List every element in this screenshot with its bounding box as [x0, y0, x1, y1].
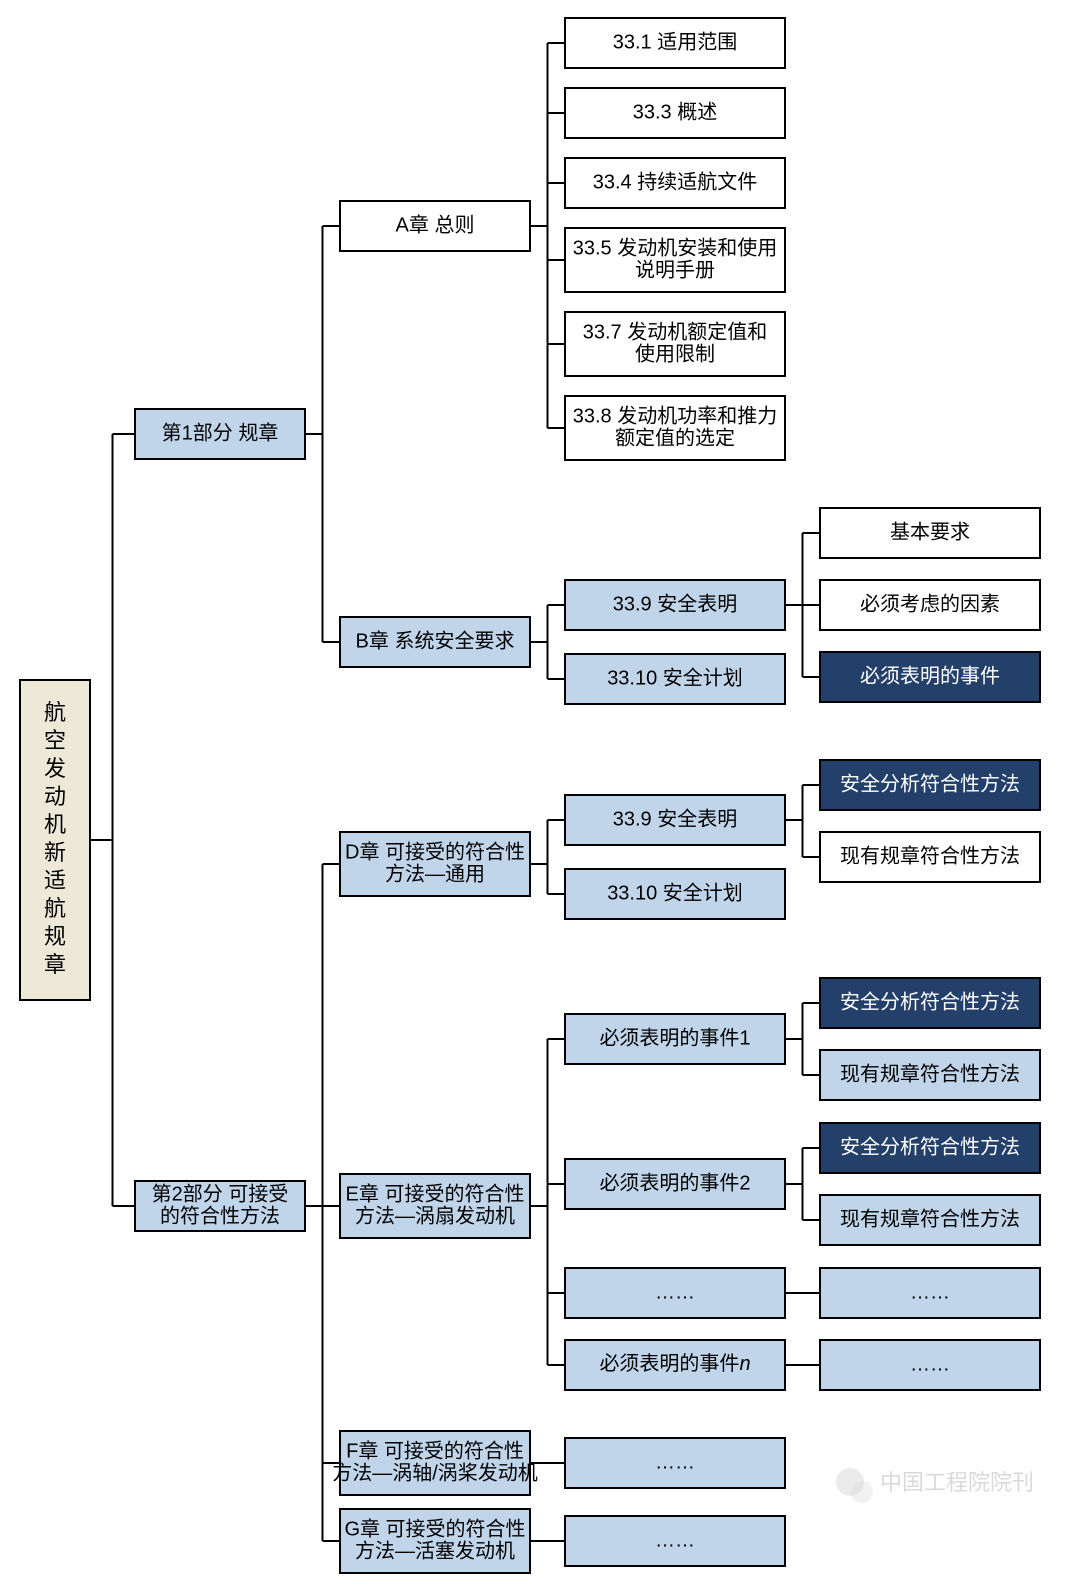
node-label: D章 可接受的符合性 — [345, 840, 525, 863]
node-label: 必须表明的事件 — [860, 664, 1000, 687]
node-label: 必须表明的事件1 — [599, 1026, 750, 1049]
node-label: 33.10 安全计划 — [607, 666, 743, 689]
node-label: 33.9 安全表明 — [613, 592, 737, 615]
node-label: B章 系统安全要求 — [356, 629, 515, 652]
node-label: 33.9 安全表明 — [613, 807, 737, 830]
root-label: 新 — [44, 840, 66, 865]
root-label: 航 — [44, 700, 66, 725]
node-label: 必须表明的事件2 — [599, 1171, 750, 1194]
node-label: 说明手册 — [635, 258, 715, 281]
root-label: 发 — [44, 756, 66, 781]
node-label: 33.1 适用范围 — [613, 30, 737, 53]
node-label: 现有规章符合性方法 — [840, 1207, 1020, 1230]
node-label: 方法—通用 — [385, 862, 485, 885]
root-label: 动 — [44, 784, 66, 809]
node-label: 额定值的选定 — [615, 426, 735, 449]
node-label: 安全分析符合性方法 — [840, 990, 1020, 1013]
node-label: 第1部分 规章 — [162, 421, 279, 444]
root-label: 空 — [44, 728, 66, 753]
node-label: 安全分析符合性方法 — [840, 1135, 1020, 1158]
node-label: F章 可接受的符合性 — [346, 1439, 524, 1462]
tree-diagram: 航空发动机新适航规章第1部分 规章第2部分 可接受的符合性方法A章 总则B章 系… — [0, 0, 1080, 1596]
node-label: 33.3 概述 — [633, 100, 717, 123]
root-label: 适 — [44, 868, 66, 893]
node-label: 33.8 发动机功率和推力 — [573, 404, 777, 427]
node-label: 方法—涡轴/涡桨发动机 — [332, 1461, 538, 1484]
root-label: 航 — [44, 896, 66, 921]
node-label: …… — [910, 1353, 950, 1375]
node-label: …… — [655, 1451, 695, 1473]
root-label: 章 — [44, 952, 66, 977]
node-label: E章 可接受的符合性 — [346, 1182, 525, 1205]
node-label: 必须表明的事件n — [599, 1352, 750, 1375]
node-label: 现有规章符合性方法 — [840, 844, 1020, 867]
root-label: 规 — [44, 924, 66, 949]
node-label: …… — [655, 1529, 695, 1551]
node-label: 必须考虑的因素 — [860, 592, 1000, 615]
node-label: …… — [655, 1281, 695, 1303]
node-label: A章 总则 — [396, 213, 475, 236]
node-label: …… — [910, 1281, 950, 1303]
node-label: 现有规章符合性方法 — [840, 1062, 1020, 1085]
node-label: 安全分析符合性方法 — [840, 772, 1020, 795]
node-label: 的符合性方法 — [160, 1204, 280, 1227]
node-label: G章 可接受的符合性 — [344, 1517, 525, 1540]
watermark-text: 中国工程院院刊 — [880, 1470, 1034, 1495]
node-label: 33.7 发动机额定值和 — [583, 320, 767, 343]
node-label: 方法—涡扇发动机 — [355, 1204, 515, 1227]
node-label: 基本要求 — [890, 520, 970, 543]
node-label: 第2部分 可接受 — [152, 1182, 289, 1205]
node-label: 33.5 发动机安装和使用 — [573, 236, 777, 259]
watermark: 中国工程院院刊 — [836, 1468, 1034, 1503]
node-label: 33.4 持续适航文件 — [593, 170, 757, 193]
node-label: 使用限制 — [635, 342, 715, 365]
node-label: 方法—活塞发动机 — [355, 1539, 515, 1562]
node-label: 33.10 安全计划 — [607, 881, 743, 904]
root-label: 机 — [44, 812, 66, 837]
